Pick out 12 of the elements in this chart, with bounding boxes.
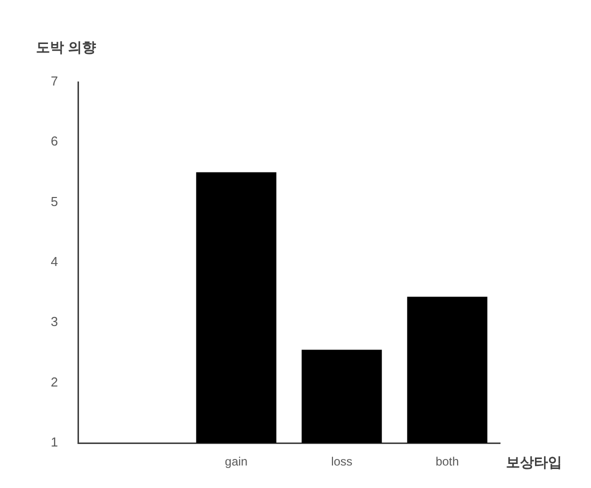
x-tick-label: loss [331, 454, 352, 469]
y-tick-label: 1 [50, 434, 58, 450]
x-axis-title: 보상타입 [506, 454, 562, 470]
x-tick-label: both [436, 454, 459, 469]
y-tick-label: 4 [50, 254, 58, 270]
y-tick-label: 2 [50, 374, 58, 390]
x-tick-label: gain [224, 454, 248, 469]
y-tick-label: 7 [50, 74, 58, 89]
y-tick-label: 3 [50, 314, 58, 330]
y-axis-title: 도박 의향 [36, 38, 96, 55]
y-tick-label: 6 [50, 134, 58, 149]
y-tick-label: 5 [50, 194, 58, 209]
